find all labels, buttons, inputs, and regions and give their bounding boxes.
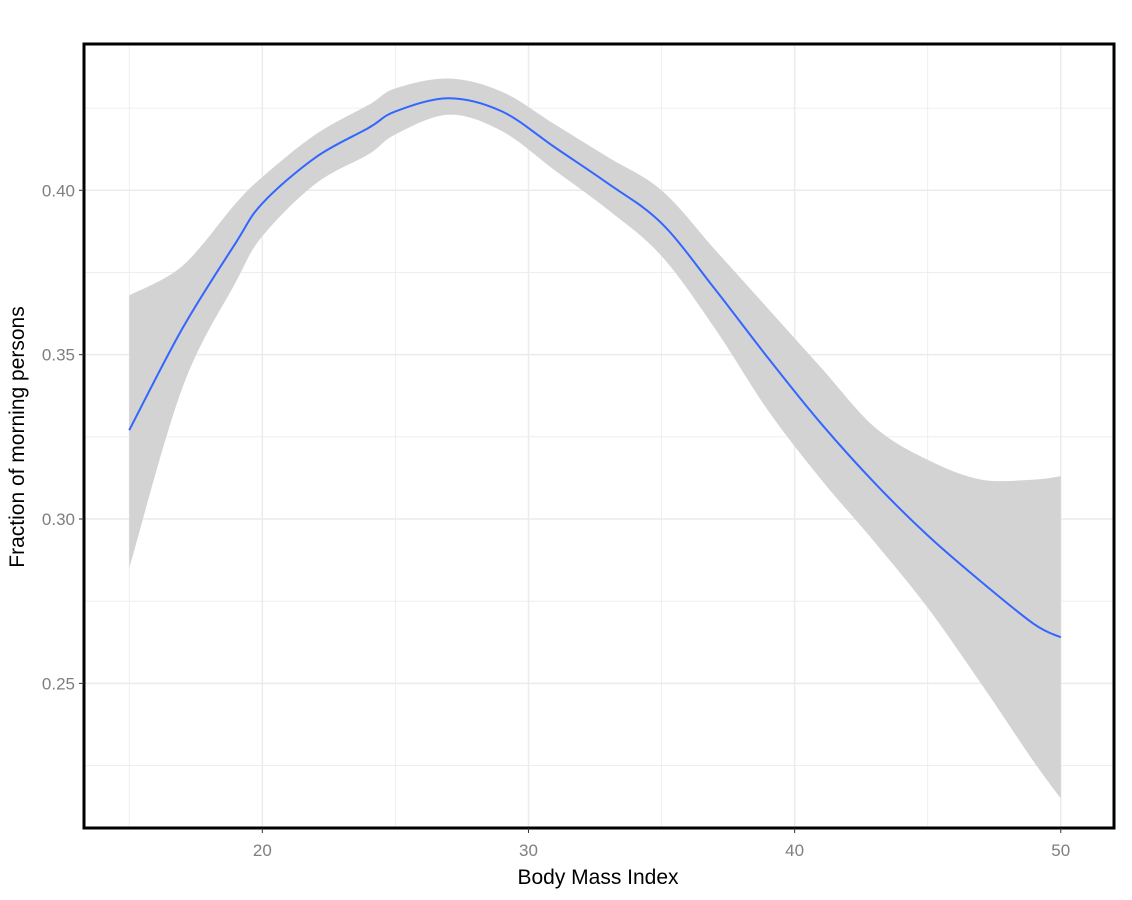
x-axis-ticks: 20 30 40 50 <box>253 828 1070 860</box>
x-tick-label: 20 <box>253 841 272 860</box>
x-axis-title: Body Mass Index <box>517 866 679 889</box>
y-tick-label: 0.30 <box>42 510 75 529</box>
x-tick-label: 40 <box>785 841 804 860</box>
x-tick-label: 50 <box>1051 841 1070 860</box>
y-tick-label: 0.40 <box>42 181 75 200</box>
y-tick-label: 0.25 <box>42 674 75 693</box>
confidence-ribbon <box>129 78 1061 799</box>
y-axis-ticks: 0.25 0.30 0.35 0.40 <box>42 181 84 693</box>
y-tick-label: 0.35 <box>42 346 75 365</box>
fitted-line <box>128 97 1062 639</box>
x-tick-label: 30 <box>519 841 538 860</box>
plot-frame <box>82 42 1116 830</box>
y-axis-title: Fraction of morning persons <box>6 306 29 567</box>
